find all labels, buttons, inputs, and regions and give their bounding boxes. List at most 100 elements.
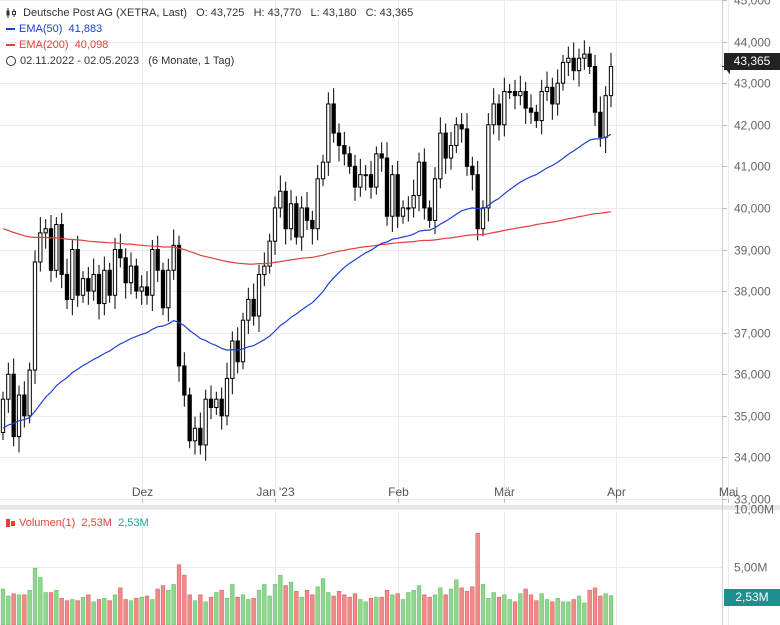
candle-body[interactable]: [566, 57, 571, 63]
volume-bar[interactable]: [102, 598, 107, 625]
volume-bar[interactable]: [416, 585, 422, 625]
candle-body[interactable]: [603, 95, 608, 138]
volume-bar[interactable]: [438, 587, 443, 625]
volume-bar[interactable]: [310, 594, 315, 625]
volume-bar[interactable]: [235, 596, 240, 625]
volume-bar[interactable]: [331, 595, 336, 625]
candle-body[interactable]: [187, 394, 192, 442]
candle-body[interactable]: [326, 103, 331, 163]
volume-bar[interactable]: [75, 600, 80, 625]
volume-bar[interactable]: [166, 589, 171, 625]
ema200-line[interactable]: [2, 211, 612, 265]
volume-bar[interactable]: [534, 600, 539, 625]
volume-bar[interactable]: [267, 595, 272, 625]
volume-bar[interactable]: [507, 599, 512, 625]
volume-bar[interactable]: [294, 591, 299, 625]
candle-body[interactable]: [507, 90, 512, 93]
volume-bar[interactable]: [32, 567, 38, 625]
candle-body[interactable]: [576, 57, 582, 72]
volume-bar[interactable]: [283, 585, 288, 625]
candle-body[interactable]: [539, 90, 544, 122]
candle-body[interactable]: [315, 178, 320, 230]
volume-bar[interactable]: [208, 596, 214, 625]
candle-body[interactable]: [22, 394, 27, 417]
volume-bar[interactable]: [523, 588, 528, 625]
volume-bar[interactable]: [448, 588, 454, 625]
candle-body[interactable]: [475, 174, 480, 230]
candle-body[interactable]: [59, 224, 64, 275]
candle-body[interactable]: [203, 398, 208, 446]
volume-bar[interactable]: [560, 601, 566, 625]
volume-bar[interactable]: [272, 584, 278, 625]
candle-body[interactable]: [518, 90, 523, 97]
volume-bar[interactable]: [342, 594, 347, 625]
volume-bar[interactable]: [155, 588, 160, 625]
candle-body[interactable]: [294, 203, 299, 238]
volume-bar[interactable]: [91, 601, 96, 625]
candle-body[interactable]: [427, 207, 432, 221]
volume-bar[interactable]: [582, 602, 587, 625]
volume-bar[interactable]: [203, 601, 208, 625]
volume-bar[interactable]: [144, 595, 150, 625]
volume-bar[interactable]: [608, 595, 614, 625]
candle-body[interactable]: [192, 427, 198, 442]
candle-body[interactable]: [16, 394, 22, 438]
candle-body[interactable]: [486, 124, 491, 209]
candle-body[interactable]: [91, 273, 96, 292]
candle-body[interactable]: [320, 161, 326, 180]
volume-bar[interactable]: [64, 600, 70, 625]
candle-body[interactable]: [128, 265, 134, 284]
volume-bar[interactable]: [374, 596, 379, 625]
candle-body[interactable]: [587, 53, 592, 68]
volume-bar[interactable]: [550, 601, 555, 625]
candle-body[interactable]: [454, 124, 459, 147]
volume-bar[interactable]: [454, 579, 459, 625]
volume-bar[interactable]: [539, 593, 544, 625]
candle-body[interactable]: [608, 66, 614, 97]
candle-body[interactable]: [70, 249, 75, 300]
volume-bar[interactable]: [571, 599, 576, 625]
candle-body[interactable]: [512, 90, 518, 97]
volume-legend[interactable]: Volumen(1) 2,53M 2,53M: [6, 516, 149, 530]
candle-body[interactable]: [278, 190, 283, 209]
volume-bar[interactable]: [384, 589, 390, 625]
volume-bar[interactable]: [118, 587, 123, 625]
candle-body[interactable]: [592, 66, 598, 113]
volume-bar[interactable]: [251, 598, 256, 625]
volume-bar[interactable]: [464, 591, 470, 625]
volume-bar[interactable]: [336, 591, 342, 625]
volume-bar[interactable]: [576, 595, 582, 625]
candle-body[interactable]: [310, 219, 315, 230]
volume-bar[interactable]: [587, 589, 592, 625]
candle-body[interactable]: [160, 269, 166, 309]
volume-bar[interactable]: [230, 584, 235, 625]
candle-body[interactable]: [235, 340, 240, 363]
candle-body[interactable]: [491, 103, 496, 126]
candle-body[interactable]: [331, 103, 336, 134]
candle-body[interactable]: [470, 165, 475, 176]
candle-body[interactable]: [246, 298, 251, 321]
volume-bar[interactable]: [486, 598, 491, 625]
candle-body[interactable]: [400, 207, 406, 217]
volume-bar[interactable]: [192, 600, 198, 625]
volume-bar[interactable]: [11, 593, 16, 625]
volume-bar[interactable]: [198, 594, 203, 625]
volume-bar[interactable]: [112, 594, 118, 625]
candle-body[interactable]: [368, 174, 374, 188]
volume-bar[interactable]: [150, 599, 155, 625]
candle-body[interactable]: [347, 153, 352, 167]
volume-bar[interactable]: [347, 596, 352, 625]
candle-body[interactable]: [214, 398, 219, 409]
candle-body[interactable]: [38, 232, 43, 263]
candle-body[interactable]: [395, 174, 400, 217]
volume-bar[interactable]: [128, 600, 134, 625]
candle-body[interactable]: [64, 273, 70, 300]
volume-bar[interactable]: [395, 593, 400, 625]
volume-bar[interactable]: [363, 601, 368, 625]
candle-body[interactable]: [166, 269, 171, 309]
candle-body[interactable]: [150, 249, 155, 296]
volume-bar[interactable]: [368, 598, 374, 625]
candle-body[interactable]: [496, 103, 502, 126]
candle-body[interactable]: [208, 398, 214, 409]
candle-body[interactable]: [288, 203, 294, 230]
